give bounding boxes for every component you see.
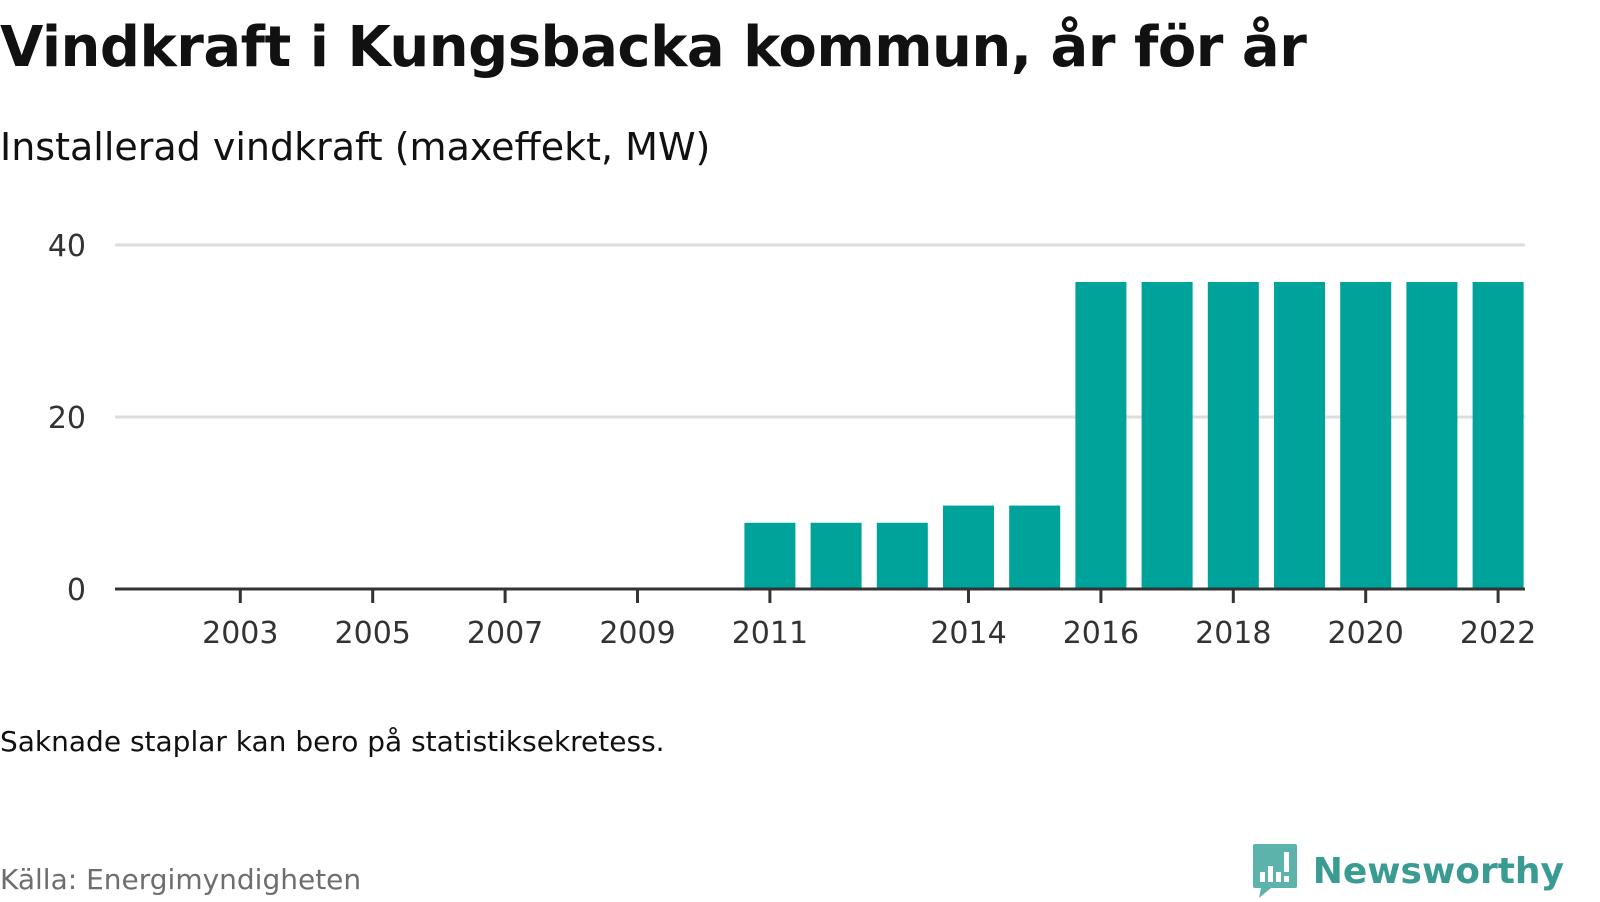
y-tick-label: 0 — [67, 573, 86, 608]
y-tick-label: 40 — [48, 229, 86, 264]
bar: 2011: 7.7 — [744, 522, 796, 589]
bar: 2019: 35.7 — [1274, 281, 1325, 589]
axis-labels: 0 20 40 2003 2005 2007 2009 2011 2014 2016 2018 202… — [48, 229, 1536, 651]
bar-chart: 2011: 7.7 2012: 7.7 2013: 7.7 2014: 9.7 2015… — [48, 229, 1536, 651]
bar: 2016: 35.7 — [1075, 281, 1127, 589]
bar: 2022: 35.7 — [1472, 281, 1524, 589]
x-tick-label: 2007 — [467, 616, 543, 651]
bar: 2015: 9.7 — [1009, 505, 1061, 589]
bar: 2013: 7.7 — [876, 522, 928, 589]
x-tick-label: 2005 — [335, 616, 411, 651]
bar: 2014: 9.7 — [943, 505, 994, 589]
x-tick-label: 2003 — [202, 616, 278, 651]
x-tick-label: 2014 — [930, 616, 1006, 651]
x-tick-label: 2009 — [599, 616, 675, 651]
bar: 2021: 35.7 — [1406, 281, 1458, 589]
x-tick-label: 2016 — [1063, 616, 1139, 651]
y-tick-label: 20 — [48, 401, 86, 436]
x-axis — [115, 587, 1525, 603]
bars: 2011: 7.7 2012: 7.7 2013: 7.7 2014: 9.7 2015… — [744, 281, 1524, 589]
x-tick-label: 2011 — [732, 616, 808, 651]
x-tick-label: 2018 — [1195, 616, 1271, 651]
bar: 2020: 35.7 — [1340, 281, 1392, 589]
bar: 2018: 35.7 — [1207, 281, 1259, 589]
footnote: Saknade staplar kan bero på statistiksek… — [0, 725, 665, 758]
x-tick-label: 2022 — [1460, 616, 1536, 651]
source-text: Källa: Energimyndigheten — [0, 863, 362, 896]
bar: 2012: 7.7 — [810, 522, 862, 589]
chart-subtitle: Installerad vindkraft (maxeffekt, MW) — [0, 125, 711, 169]
brand-logo: Newsworthy — [1251, 842, 1564, 902]
bar: 2017: 35.7 — [1141, 281, 1193, 589]
newsworthy-logo-icon — [1251, 842, 1299, 902]
chart-title: Vindkraft i Kungsbacka kommun, år för år — [0, 15, 1307, 80]
x-tick-label: 2020 — [1328, 616, 1404, 651]
brand-name: Newsworthy — [1312, 851, 1564, 892]
